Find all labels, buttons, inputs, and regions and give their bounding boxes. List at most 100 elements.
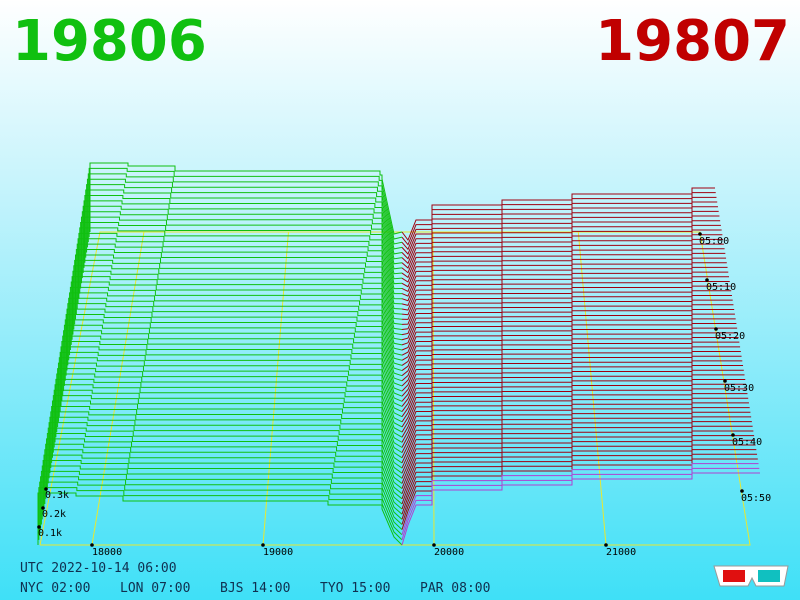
bid-depth-row: [67, 303, 403, 366]
bid-depth-row: [47, 427, 403, 484]
bid-depth-row: [75, 249, 403, 315]
tick-dot: [714, 327, 718, 331]
bid-depth-row: [64, 319, 403, 382]
clocks: NYC 02:00 LON 07:00 BJS 14:00 TYO 15:00 PAR …: [20, 581, 490, 596]
bid-depth-row: [68, 297, 403, 361]
bid-depth-row: [46, 432, 403, 489]
bid-depth-row: [43, 454, 403, 510]
clock: TYO 15:00: [320, 581, 390, 596]
bid-price: 19806: [12, 9, 207, 74]
bid-depth-row: [77, 238, 403, 305]
time-tick-label: 05:20: [715, 331, 745, 342]
ask-depth-row: [401, 472, 760, 546]
bid-depth-row: [52, 395, 403, 454]
bid-depth-row: [39, 481, 403, 536]
volume-tick-label: 0.2k: [42, 509, 66, 520]
time-tick-label: 05:30: [724, 383, 754, 394]
bid-depth-row: [54, 384, 403, 443]
bid-depth-row: [59, 351, 403, 413]
bid-depth-row: [61, 341, 403, 402]
bid-depth-row: [87, 173, 403, 245]
tick-dot: [723, 379, 727, 383]
price-tick-label: 18000: [92, 547, 122, 558]
bid-depth-row: [89, 162, 403, 235]
tick-dot: [37, 525, 41, 529]
time-tick-label: 05:10: [706, 282, 736, 293]
tick-dot: [41, 506, 45, 510]
clock: BJS 14:00: [220, 581, 290, 596]
bid-depth-row: [63, 324, 403, 387]
bid-depth-row: [69, 292, 403, 356]
clock: NYC 02:00: [20, 581, 90, 596]
bid-depth-row: [62, 335, 403, 397]
bid-depth-row: [81, 211, 403, 280]
bid-depth-row: [48, 422, 403, 479]
utc-time: UTC 2022-10-14 06:00: [20, 561, 177, 576]
bid-depth-row: [58, 357, 403, 418]
bid-depth-row: [73, 265, 403, 330]
axis-labels: 18000 19000 20000 21000 0.3k 0.2k 0.1k 05:00 05:…: [37, 232, 771, 558]
tick-dot: [44, 487, 48, 491]
bid-depth-row: [60, 346, 403, 407]
bid-depth-row: [37, 492, 403, 546]
bid-depth-row: [71, 276, 403, 341]
tick-dot: [740, 489, 744, 493]
bid-depth-row: [80, 216, 403, 285]
bid-depth-row: [83, 200, 403, 270]
bid-depth-row: [46, 438, 403, 495]
bid-depth-row: [63, 330, 403, 392]
tick-dot: [261, 543, 265, 547]
3d-glasses-icon[interactable]: [713, 565, 789, 587]
bid-depth-row: [72, 270, 403, 336]
bid-depth-row: [85, 189, 403, 260]
price-tick-label: 19000: [263, 547, 293, 558]
bid-depth-row: [78, 232, 403, 300]
bid-depth-row: [49, 416, 403, 474]
bid-depth-row: [41, 465, 403, 520]
tick-dot: [604, 543, 608, 547]
bid-depth-row: [86, 178, 403, 250]
ask-price: 19807: [595, 9, 790, 74]
tick-dot: [705, 278, 709, 282]
bid-depth-row: [57, 362, 403, 423]
bid-depth-row: [57, 368, 403, 428]
bid-depth-row: [75, 254, 403, 320]
bid-depth-row: [84, 194, 403, 265]
bid-depth-row: [50, 411, 403, 469]
bid-depth-row: [74, 259, 403, 325]
bid-depth-row: [86, 184, 403, 255]
price-grid-line: [91, 231, 145, 546]
time-tick-label: 05:00: [699, 236, 729, 247]
bid-depth-row: [82, 205, 403, 275]
price-grid-line: [577, 231, 607, 546]
tick-dot: [90, 543, 94, 547]
volume-tick-label: 0.1k: [38, 528, 62, 539]
tick-dot: [698, 232, 702, 236]
clock: PAR 08:00: [420, 581, 490, 596]
bid-depth-row: [53, 389, 403, 448]
price-tick-label: 20000: [434, 547, 464, 558]
bid-depth-row: [40, 476, 403, 530]
order-book: [37, 162, 760, 546]
bid-depth-row: [56, 373, 403, 433]
bid-depth-row: [51, 405, 403, 464]
bid-depth-row: [40, 470, 403, 525]
bid-depth-row: [70, 281, 403, 346]
clock: LON 07:00: [120, 581, 190, 596]
bid-depth-row: [44, 449, 403, 505]
bid-depth-row: [79, 227, 403, 295]
bid-depth-row: [80, 222, 403, 290]
bid-depth-row: [76, 243, 403, 310]
bid-depth-row: [45, 443, 403, 500]
time-tick-label: 05:40: [732, 437, 762, 448]
volume-tick-label: 0.3k: [45, 490, 69, 501]
bid-depth-row: [42, 460, 403, 515]
price-tick-label: 21000: [606, 547, 636, 558]
bid-depth-row: [65, 313, 403, 377]
bid-depth-row: [51, 400, 403, 459]
bid-depth-row: [38, 487, 403, 541]
tick-dot: [432, 543, 436, 547]
time-tick-label: 05:50: [741, 493, 771, 504]
